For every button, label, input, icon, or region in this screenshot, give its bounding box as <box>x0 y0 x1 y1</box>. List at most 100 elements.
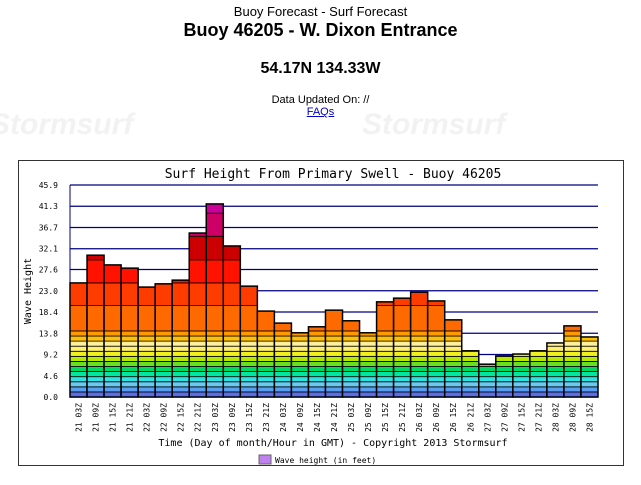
bar-segment <box>393 350 412 357</box>
bar-segment <box>342 345 360 352</box>
bar-segment <box>427 355 446 362</box>
bar-segment <box>69 282 88 306</box>
bar-segment <box>222 259 241 284</box>
bar-segment <box>171 335 190 342</box>
y-tick-label: 4.6 <box>44 372 59 381</box>
bar-segment <box>171 376 190 383</box>
bar-segment <box>273 340 292 347</box>
faqs-link-text[interactable]: FAQs <box>306 106 335 118</box>
bar-segment <box>86 305 105 332</box>
bar-segment <box>273 381 292 388</box>
bar-segment <box>546 345 565 352</box>
bar-segment <box>478 376 497 383</box>
bar <box>341 320 361 398</box>
x-tick-label: 21 09Z <box>92 403 101 432</box>
bar-segment <box>546 350 565 357</box>
bar-segment <box>137 286 156 306</box>
bar-segment <box>188 259 207 284</box>
bar <box>426 300 446 398</box>
bar-segment <box>427 350 446 357</box>
bar-segment <box>222 366 241 372</box>
bar-segment <box>154 305 173 332</box>
bar-segment <box>376 366 395 372</box>
bar-segment <box>103 305 122 332</box>
bar-segment <box>325 361 343 367</box>
bar-segment <box>342 381 360 388</box>
x-tick-label: 26 15Z <box>449 403 458 432</box>
x-tick-label: 28 03Z <box>551 403 560 432</box>
bar-segment <box>512 381 531 388</box>
bar-segment <box>376 391 395 398</box>
bar <box>409 291 429 398</box>
y-tick-label: 32.1 <box>39 245 58 254</box>
bar-segment <box>154 335 173 342</box>
bar-segment <box>444 319 463 332</box>
bar-segment <box>359 355 377 362</box>
bar-segment <box>120 335 139 342</box>
bar-segment <box>393 340 412 347</box>
bar-segment <box>291 361 309 367</box>
bar-segment <box>580 391 599 398</box>
bar-segment <box>188 350 207 357</box>
bar-segment <box>171 305 190 332</box>
bar-segment <box>410 366 429 372</box>
x-axis-label: Time (Day of month/Hour in GMT) - Copyri… <box>158 438 507 449</box>
bar-segment <box>188 282 207 306</box>
bar-segment <box>188 305 207 332</box>
bar-segment <box>256 366 275 372</box>
bar-segment <box>580 366 599 372</box>
x-tick-label: 27 15Z <box>517 403 526 432</box>
bar-segment <box>86 361 105 367</box>
bar <box>171 279 190 398</box>
bar <box>103 264 122 398</box>
bar-segment <box>154 361 173 367</box>
bar-segment <box>444 330 463 337</box>
x-tick-label: 21 21Z <box>126 403 135 432</box>
faqs-link[interactable]: FAQs <box>0 106 641 118</box>
bar-segment <box>256 391 275 398</box>
bar <box>239 285 259 398</box>
bar-segment <box>205 340 224 347</box>
bar-segment <box>69 350 88 357</box>
bar-segment <box>86 345 105 352</box>
bar-segment <box>86 340 105 347</box>
bar-segment <box>461 391 480 398</box>
bar-segment <box>546 376 565 383</box>
bar-outline <box>580 336 599 398</box>
bar-segment <box>171 355 190 362</box>
x-tick-label: 27 21Z <box>534 403 543 432</box>
bar-segment <box>205 355 224 362</box>
bar-segment <box>444 381 463 388</box>
x-tick-label: 21 03Z <box>75 403 84 432</box>
bar-segment <box>137 376 156 383</box>
bar-segment <box>103 350 122 357</box>
bar-segment <box>188 391 207 398</box>
bar-segment <box>120 391 139 398</box>
bar-segment <box>222 386 241 393</box>
bar-segment <box>580 376 599 383</box>
bar-segment <box>291 350 309 357</box>
bar-segment <box>410 355 429 362</box>
x-tick-label: 25 15Z <box>381 403 390 432</box>
bar-segment <box>461 381 480 388</box>
bar-segment <box>256 376 275 383</box>
bar-segment <box>222 335 241 342</box>
bar-segment <box>239 366 258 372</box>
x-tick-label: 25 09Z <box>364 403 373 432</box>
bar-segment <box>205 371 224 378</box>
bar-segment <box>512 391 531 398</box>
bar-segment <box>325 386 343 393</box>
bar-segment <box>291 386 309 393</box>
bar-segment <box>188 355 207 362</box>
bar-segment <box>137 350 156 357</box>
bar-segment <box>427 391 446 398</box>
bar <box>290 332 310 398</box>
bar-segment <box>376 340 395 347</box>
bar-segment <box>461 386 480 393</box>
bar-segment <box>427 366 446 372</box>
bar-segment <box>546 371 565 378</box>
bar-segment <box>256 371 275 378</box>
bar-segment <box>239 371 258 378</box>
bar-segment <box>376 350 395 357</box>
